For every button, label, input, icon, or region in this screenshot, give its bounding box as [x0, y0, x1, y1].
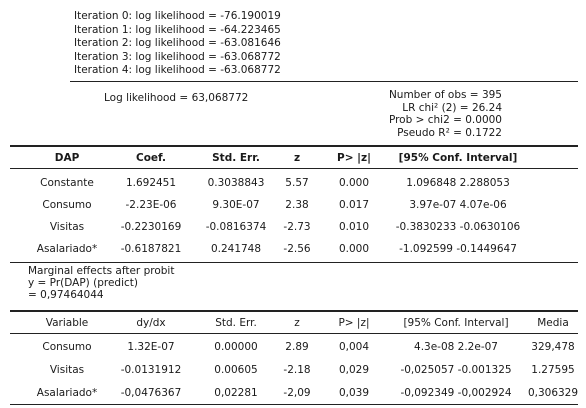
- dydx-value: -0.0131912: [121, 364, 182, 376]
- conf-interval-value: -0,092349 -0,002924: [400, 387, 511, 399]
- prob-chi2: Prob > chi2 = 0.0000: [389, 114, 502, 127]
- header-media: Media: [537, 317, 569, 329]
- header-variable: Variable: [46, 317, 89, 329]
- row-label: Consumo: [42, 199, 91, 211]
- iteration-line: Iteration 2: log likelihood = -63.081646: [74, 37, 281, 51]
- header-std-err: Std. Err.: [215, 317, 257, 329]
- std-err-value: 0.241748: [211, 243, 261, 255]
- header-coef: Coef.: [136, 152, 166, 164]
- probit-bottom-rule: [10, 262, 578, 263]
- p-value: 0,039: [339, 387, 369, 399]
- header-dap: DAP: [55, 152, 80, 164]
- probit-header-rule: [10, 145, 578, 147]
- pseudo-r2: Pseudo R² = 0.1722: [389, 127, 502, 140]
- iteration-line: Iteration 0: log likelihood = -76.190019: [74, 10, 281, 24]
- conf-interval-value: -0.3830233 -0.0630106: [396, 221, 520, 233]
- dydx-value: -0,0476367: [121, 387, 182, 399]
- coef-value: 1.692451: [126, 177, 176, 189]
- conf-interval-value: -0,025057 -0.001325: [400, 364, 511, 376]
- iteration-line: Iteration 3: log likelihood = -63.068772: [74, 51, 281, 65]
- row-label: Asalariado*: [37, 387, 97, 399]
- row-label: Asalariado*: [37, 243, 97, 255]
- header-z: z: [294, 152, 300, 164]
- coef-value: -2.23E-06: [126, 199, 177, 211]
- conf-interval-value: 3.97e-07 4.07e-06: [409, 199, 506, 211]
- iteration-line: Iteration 1: log likelihood = -64.223465: [74, 24, 281, 38]
- p-value: 0,029: [339, 364, 369, 376]
- probit-header-bottom-rule: [10, 168, 578, 169]
- marginal-effects-note: Marginal effects after probit y = Pr(DAP…: [28, 266, 174, 301]
- p-value: 0.010: [339, 221, 369, 233]
- std-err-value: 9.30E-07: [212, 199, 259, 211]
- header-p: P> |z|: [337, 152, 371, 164]
- z-value: 2.89: [285, 341, 308, 353]
- dydx-value: 1.32E-07: [127, 341, 174, 353]
- p-value: 0,004: [339, 341, 369, 353]
- std-err-value: 0.00605: [214, 364, 257, 376]
- coef-value: -0.6187821: [121, 243, 182, 255]
- marginal-note-line: y = Pr(DAP) (predict): [28, 278, 174, 290]
- p-value: 0.017: [339, 199, 369, 211]
- p-value: 0.000: [339, 177, 369, 189]
- row-label: Constante: [40, 177, 94, 189]
- coef-value: -0.2230169: [121, 221, 182, 233]
- std-err-value: 0,02281: [214, 387, 257, 399]
- media-value: 1.27595: [531, 364, 574, 376]
- z-value: 5.57: [285, 177, 308, 189]
- marginal-header-rule: [10, 310, 578, 312]
- z-value: -2,09: [283, 387, 310, 399]
- marginal-header-bottom-rule: [10, 333, 578, 334]
- header-conf-interval: [95% Conf. Interval]: [399, 152, 518, 164]
- std-err-value: 0.3038843: [208, 177, 265, 189]
- model-stats: Number of obs = 395 LR chi² (2) = 26.24 …: [389, 89, 502, 139]
- header-conf-interval: [95% Conf. Interval]: [403, 317, 508, 329]
- p-value: 0.000: [339, 243, 369, 255]
- z-value: -2.18: [283, 364, 310, 376]
- lr-chi2: LR chi² (2) = 26.24: [389, 102, 502, 115]
- header-dydx: dy/dx: [136, 317, 165, 329]
- header-z: z: [294, 317, 300, 329]
- log-likelihood: Log likelihood = 63,068772: [104, 92, 248, 104]
- conf-interval-value: -1.092599 -0.1449647: [399, 243, 517, 255]
- media-value: 0,306329: [528, 387, 578, 399]
- number-of-obs: Number of obs = 395: [389, 89, 502, 102]
- conf-interval-value: 1.096848 2.288053: [406, 177, 510, 189]
- row-label: Visitas: [50, 364, 84, 376]
- z-value: -2.56: [283, 243, 310, 255]
- conf-interval-value: 4.3e-08 2.2e-07: [414, 341, 498, 353]
- z-value: -2.73: [283, 221, 310, 233]
- iteration-line: Iteration 4: log likelihood = -63.068772: [74, 64, 281, 78]
- top-rule: [70, 81, 578, 82]
- row-label: Consumo: [42, 341, 91, 353]
- marginal-note-line: = 0,97464044: [28, 290, 174, 302]
- header-p: P> |z|: [338, 317, 369, 329]
- std-err-value: 0.00000: [214, 341, 257, 353]
- z-value: 2.38: [285, 199, 308, 211]
- std-err-value: -0.0816374: [206, 221, 267, 233]
- media-value: 329,478: [531, 341, 574, 353]
- bottom-rule: [10, 404, 578, 405]
- row-label: Visitas: [50, 221, 84, 233]
- header-std-err: Std. Err.: [212, 152, 260, 164]
